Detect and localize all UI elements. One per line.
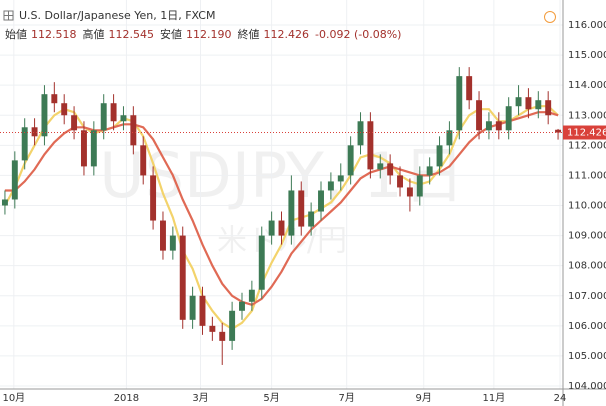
candle-body [278,220,285,236]
ohlc-text: 112.190 [186,28,232,41]
x-tick-label: 7月 [339,392,355,404]
y-tick-label: 109.000 [568,231,606,242]
candle-body [140,145,147,176]
candle-body [120,115,127,122]
candle-body [308,211,315,227]
moving-average [4,111,559,306]
x-tick-label: 24 [554,393,567,404]
candle-body [71,115,78,131]
last-price-label: 112.426 [567,128,606,139]
candle-body [555,129,562,133]
candle-body [31,127,38,137]
candle-body [485,121,492,131]
y-tick-label: 104.000 [568,381,606,392]
alert-icon[interactable] [544,11,556,23]
candle-body [21,127,28,161]
candle-body [1,199,8,206]
candle-body [347,145,354,176]
ohlc-text: -0.092 (-0.08%) [315,28,401,41]
candle-body [150,175,157,221]
candle-body [446,130,453,146]
candle-body [495,121,502,131]
candle-body [41,94,48,137]
ohlc-text: 112.426 [264,28,310,41]
candle-body [189,295,196,320]
candle-body [179,235,186,320]
candle-body [61,103,68,116]
plot [0,0,563,389]
candle-body [110,103,117,122]
candle-body [80,130,87,167]
ohlc-text: 高値 [83,27,105,41]
candle-body [258,235,265,290]
y-tick-label: 110.000 [568,201,606,212]
candle-body [406,187,413,197]
y-tick-label: 116.000 [568,20,606,31]
candle-body [476,100,483,131]
candle-body [268,220,275,236]
candle-body [90,130,97,167]
candle-body [248,289,255,302]
candle-body [357,121,364,146]
x-tick-label: 2018 [114,393,139,404]
y-tick-label: 107.000 [568,291,606,302]
candle-body [367,121,374,170]
candle-body [239,301,245,311]
candle-body [525,97,532,110]
candle-body [169,235,176,251]
x-tick-label: 9月 [416,392,432,404]
candle-body [288,190,295,236]
candle-body [456,76,463,131]
ohlc-row: 始値 112.518 高値 112.545 安値 112.190 終値 112.426 -0.0… [5,27,401,41]
candle-body [130,115,137,146]
y-tick-label: 114.000 [568,80,606,91]
candle-body [397,175,403,188]
candle-body [505,106,512,131]
candle-body [11,160,18,200]
candle-body [426,166,433,176]
ohlc-text: 112.518 [31,28,77,41]
candle-body [51,94,58,104]
y-tick-label: 105.000 [568,351,606,362]
candle-body [387,163,394,176]
candle-body [466,76,473,101]
candle-body [229,310,236,341]
x-tick-label: 5月 [263,392,279,404]
candle-body [100,103,107,131]
candle-body [377,163,384,170]
y-tick-label: 111.000 [568,170,606,181]
y-tick-label: 113.000 [568,110,606,121]
x-tick-label: 3月 [192,392,208,404]
candle-body [199,295,206,326]
y-tick-label: 108.000 [568,261,606,272]
y-tick-label: 106.000 [568,321,606,332]
ohlc-text: 始値 [5,27,27,41]
candle-body [298,190,305,227]
ohlc-text: 終値 [238,27,260,41]
candle-body [219,331,226,341]
candle-body [337,175,344,182]
candle-body [436,145,443,167]
ohlc-text: 112.545 [109,28,155,41]
candle-body [515,97,522,107]
x-tick-label: 11月 [482,392,505,404]
candle-body [209,325,216,332]
y-tick-label: 112.000 [568,140,606,151]
candle-body [535,100,542,110]
candle-body [318,190,324,212]
candle-body [160,220,166,251]
x-tick-label: 10月 [2,392,25,404]
candle-body [327,181,334,191]
ohlc-text: 安値 [160,27,182,41]
candle-body [545,100,552,116]
symbol-title[interactable]: U.S. Dollar/Japanese Yen, 1日, FXCM [19,9,215,22]
last-price-box [563,125,606,140]
y-tick-label: 115.000 [568,50,606,61]
candle-body [416,175,423,197]
